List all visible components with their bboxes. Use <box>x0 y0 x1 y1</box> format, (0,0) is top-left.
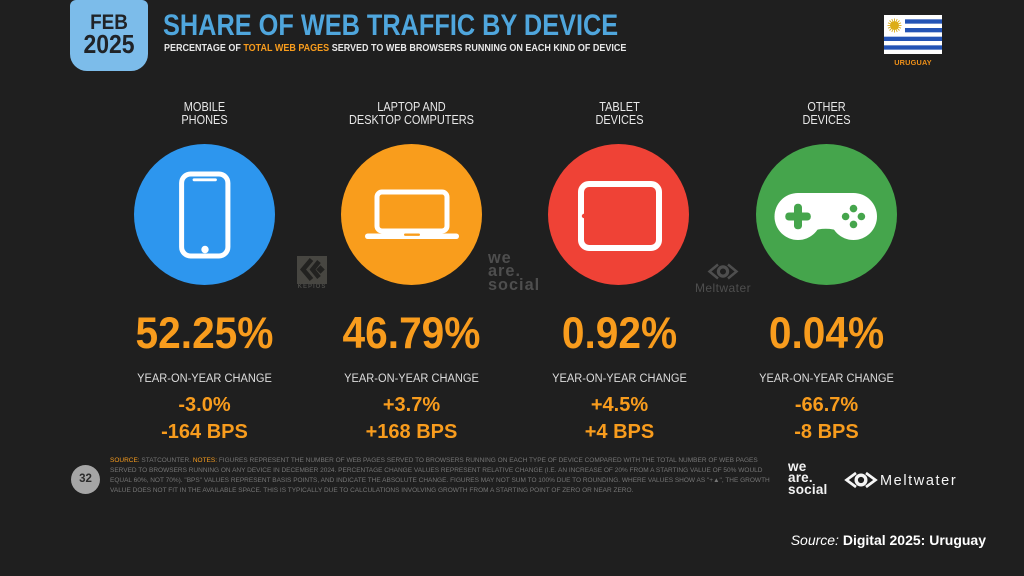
svg-text:Meltwater: Meltwater <box>880 473 957 489</box>
svg-text:Meltwater: Meltwater <box>695 281 751 295</box>
